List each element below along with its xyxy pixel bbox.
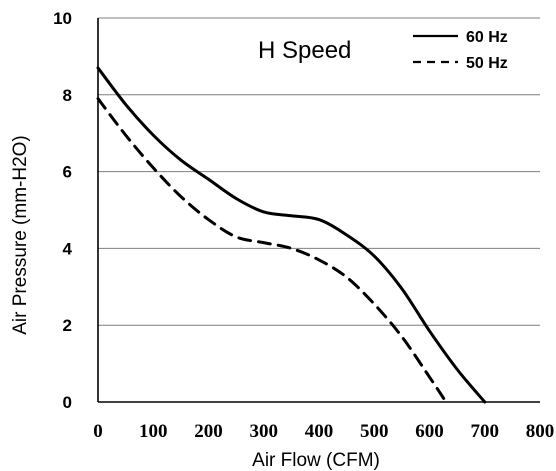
y-tick-label: 6 <box>63 163 72 182</box>
speed-annotation: H Speed <box>258 37 351 64</box>
x-tick-label: 800 <box>526 421 555 442</box>
x-tick-label: 700 <box>471 421 500 442</box>
legend-label-50hz: 50 Hz <box>466 55 508 72</box>
x-tick-label: 0 <box>93 421 103 442</box>
x-tick-label: 200 <box>194 421 223 442</box>
x-axis-title: Air Flow (CFM) <box>252 450 380 471</box>
series-lines <box>96 66 487 404</box>
x-tick-label: 100 <box>139 421 168 442</box>
x-tick-label: 600 <box>415 421 444 442</box>
y-tick-label: 10 <box>53 9 72 28</box>
series-line-50hz <box>96 97 448 404</box>
legend-label-60hz: 60 Hz <box>466 29 508 46</box>
gridlines <box>98 17 540 326</box>
y-tick-label: 8 <box>63 86 72 105</box>
y-tick-label: 0 <box>63 393 72 412</box>
legend: 60 Hz 50 Hz <box>413 29 508 72</box>
x-tick-label: 400 <box>305 421 334 442</box>
axes <box>97 18 540 403</box>
y-axis-title: Air Pressure (mm-H2O) <box>10 135 31 335</box>
series-line-60hz <box>96 66 487 404</box>
x-tick-label: 300 <box>250 421 279 442</box>
y-tick-label: 2 <box>63 316 72 335</box>
y-tick-label: 4 <box>63 239 73 258</box>
x-tick-label: 500 <box>360 421 389 442</box>
